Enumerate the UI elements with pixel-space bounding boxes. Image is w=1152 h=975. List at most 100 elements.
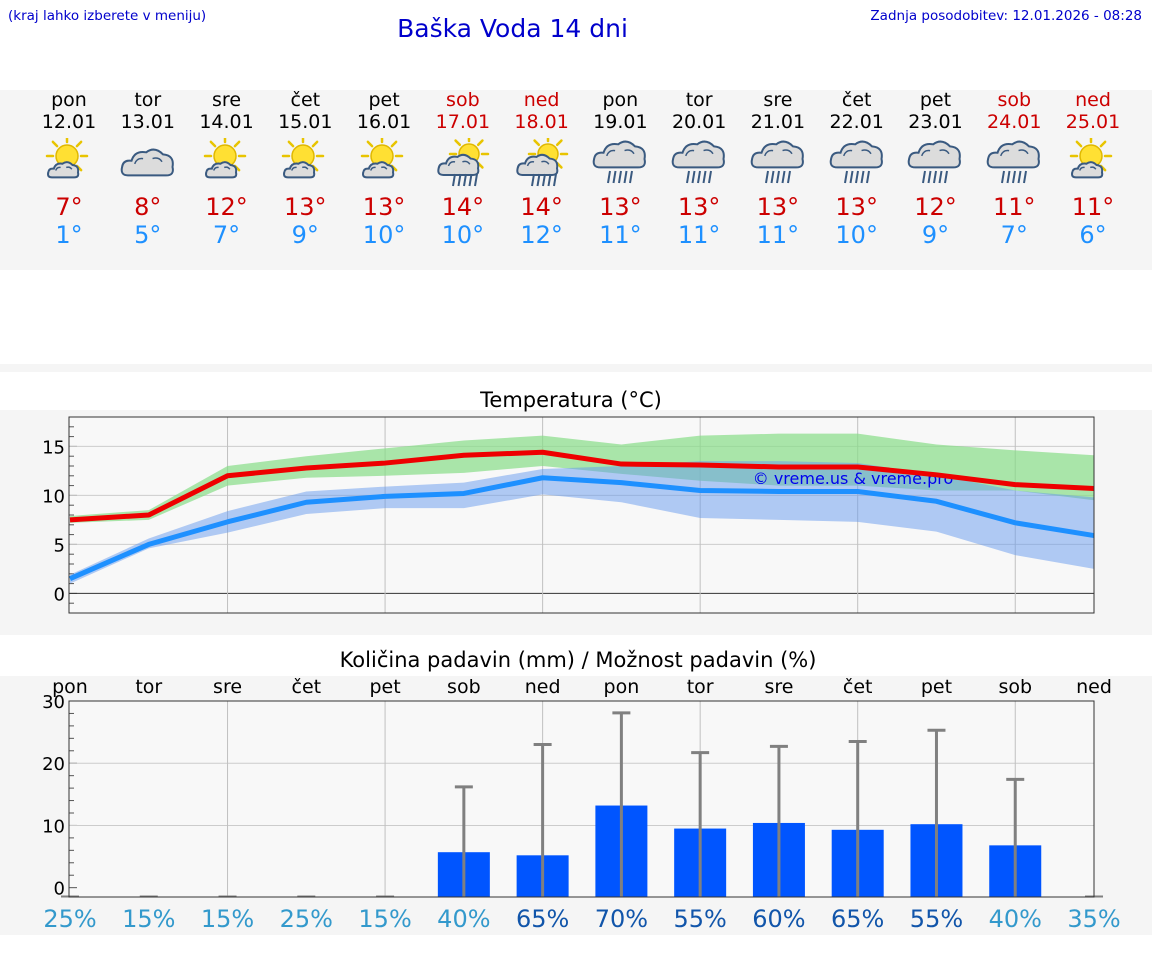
precipitation-probability: 60% — [752, 905, 805, 933]
cloud-rain-icon — [671, 140, 726, 184]
sun-cloud-icon — [1069, 138, 1113, 179]
sun-cloud-rain-icon — [515, 138, 568, 187]
day-forecast: tor 13.01 8° 5° — [108, 90, 188, 249]
day-label: tor — [135, 676, 162, 698]
min-temperature: 10° — [441, 221, 485, 249]
day-name: pet — [368, 89, 400, 111]
max-temperature: 13° — [284, 193, 327, 221]
day-name: tor — [134, 89, 162, 111]
day-forecast: ned 18.01 14° 12° — [502, 90, 582, 249]
day-date: 14.01 — [199, 111, 254, 133]
day-date: 19.01 — [593, 111, 648, 133]
day-date: 12.01 — [41, 111, 97, 133]
day-date: 13.01 — [120, 111, 175, 133]
plot-frame — [68, 416, 1095, 614]
day-label: sob — [998, 676, 1032, 698]
day-label: čet — [843, 676, 873, 698]
max-temperature: 11° — [1071, 193, 1115, 221]
precipitation-probability: 40% — [437, 905, 490, 933]
max-temperature-line — [69, 449, 1095, 523]
sun-cloud-icon — [360, 138, 404, 179]
daily-forecast-strip: pon 12.01 7° 1° tor 13.01 8° 5° sre 14.01 12° 7° čet… — [0, 90, 1152, 270]
precipitation-probability: 15% — [358, 905, 411, 933]
day-name: sre — [763, 89, 793, 111]
day-forecast: pet 16.01 13° 10° — [344, 90, 424, 249]
plot-frame — [68, 700, 1095, 898]
min-temperature: 11° — [677, 221, 721, 249]
max-temperature: 11° — [992, 193, 1036, 221]
precipitation-probability: 70% — [595, 905, 648, 933]
day-forecast: sob 17.01 14° 10° — [423, 90, 503, 249]
sun-cloud-icon — [45, 138, 89, 179]
y-tick-label: 5 — [54, 535, 65, 556]
sun-cloud-icon — [282, 138, 325, 179]
day-date: 25.01 — [1065, 111, 1121, 133]
day-date: 23.01 — [908, 111, 963, 133]
day-forecast: tor 20.01 13° 11° — [659, 90, 739, 249]
y-tick-label: 10 — [42, 486, 65, 507]
sun-cloud-icon — [203, 138, 246, 179]
last-update: Zadnja posodobitev: 12.01.2026 - 08:28 — [870, 8, 1142, 24]
max-temperature: 13° — [362, 193, 406, 221]
y-tick-label: 15 — [42, 437, 65, 458]
temperature-chart-title: Temperatura (°C) — [480, 388, 662, 412]
day-name: čet — [841, 89, 872, 111]
day-label: tor — [687, 676, 714, 698]
cloud-rain-icon — [908, 140, 962, 184]
min-temperature: 11° — [599, 221, 642, 249]
min-temperature: 6° — [1079, 221, 1107, 249]
cloud-rain-icon — [593, 140, 647, 184]
min-temperature: 9° — [921, 221, 950, 249]
precipitation-probability: 55% — [910, 905, 963, 933]
day-forecast: čet 15.01 13° 9° — [265, 90, 345, 249]
day-date: 21.01 — [750, 111, 806, 133]
min-temperature: 11° — [756, 221, 800, 249]
day-name: tor — [685, 89, 713, 111]
day-label: sob — [447, 676, 481, 698]
y-tick-label: 0 — [54, 879, 65, 900]
cloud-rain-icon — [750, 140, 804, 184]
cloud-rain-icon — [829, 140, 883, 184]
day-label: sre — [764, 676, 793, 698]
cloud-icon — [120, 148, 174, 177]
max-temperature-range-band — [70, 433, 1095, 523]
day-date: 24.01 — [987, 111, 1042, 133]
y-tick-label: 0 — [54, 584, 65, 605]
day-forecast: ned 25.01 11° 6° — [1053, 90, 1133, 249]
day-forecast: sre 14.01 12° 7° — [187, 90, 267, 249]
day-forecast: sre 21.01 13° 11° — [738, 90, 818, 249]
day-date: 18.01 — [514, 111, 569, 133]
precipitation-probability: 35% — [1067, 905, 1120, 933]
day-name: pet — [919, 89, 952, 111]
min-temperature: 12° — [520, 221, 563, 249]
max-temperature: 12° — [205, 193, 248, 221]
day-label: pon — [52, 676, 88, 698]
precipitation-probability: 15% — [201, 905, 254, 933]
min-temperature: 10° — [835, 221, 878, 249]
precipitation-probability: 15% — [122, 905, 175, 933]
min-temperature: 7° — [1000, 221, 1028, 249]
max-temperature: 8° — [134, 193, 162, 221]
day-name: ned — [523, 89, 560, 111]
min-temperature: 5° — [134, 221, 162, 249]
min-temperature-line — [69, 475, 1095, 581]
max-temperature: 13° — [599, 193, 642, 221]
precipitation-probability: 65% — [831, 905, 884, 933]
day-name: ned — [1075, 89, 1111, 111]
separator — [0, 364, 1152, 372]
y-tick-label: 10 — [42, 816, 65, 837]
day-label: pet — [921, 676, 952, 698]
day-date: 22.01 — [829, 111, 884, 133]
day-label: sre — [213, 676, 242, 698]
day-date: 20.01 — [671, 111, 727, 133]
day-forecast: pon 12.01 7° 1° — [29, 90, 109, 249]
cloud-rain-icon — [986, 140, 1041, 184]
day-forecast: pon 19.01 13° 11° — [580, 90, 660, 249]
day-name: pon — [51, 89, 87, 111]
location-menu-hint: (kraj lahko izberete v meniju) — [8, 8, 207, 24]
max-temperature: 14° — [520, 193, 563, 221]
day-date: 15.01 — [278, 111, 333, 133]
day-forecast: pet 23.01 12° 9° — [895, 90, 975, 249]
